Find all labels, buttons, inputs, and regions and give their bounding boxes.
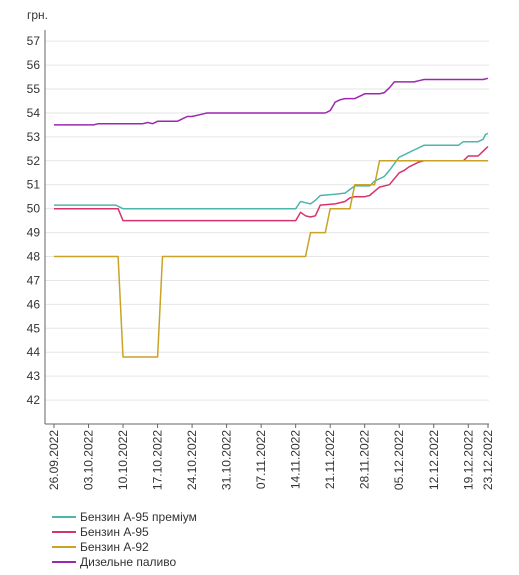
y-axis-labels: 42 43 44 45 46 47 48 49 50 51 52 53 54 55 56 57 — [27, 34, 41, 407]
x-tick-label: 31.10.2022 — [220, 430, 234, 490]
legend-label-a92: Бензин А-92 — [80, 539, 149, 554]
x-tick-label: 21.11.2022 — [323, 430, 337, 489]
x-tick-label: 03.10.2022 — [82, 430, 96, 490]
x-tick-label: 19.12.2022 — [461, 430, 475, 490]
chart-axes — [44, 30, 489, 425]
legend-item-a92[interactable]: Бензин А-92 — [52, 539, 197, 554]
line-chart: грн. 42 43 44 45 46 47 48 49 50 51 52 53 54 55 56 57 26… — [27, 8, 495, 490]
x-axis-labels: 26.09.2022 03.10.2022 10.10.2022 17.10.2022… — [47, 424, 495, 490]
y-tick-label: 47 — [27, 273, 41, 287]
legend-item-diesel[interactable]: Дизельне паливо — [52, 554, 197, 569]
chart-legend: Бензин А-95 преміум Бензин А-95 Бензин А… — [52, 509, 197, 569]
y-tick-label: 52 — [27, 154, 41, 168]
x-tick-label: 07.11.2022 — [254, 430, 268, 489]
x-tick-label: 17.10.2022 — [151, 430, 165, 490]
x-tick-label: 24.10.2022 — [185, 430, 199, 490]
y-tick-label: 57 — [27, 34, 41, 48]
x-tick-label: 26.09.2022 — [47, 430, 61, 490]
x-tick-label: 10.10.2022 — [116, 430, 130, 490]
series-line-diesel — [54, 77, 489, 126]
x-tick-label: 23.12.2022 — [481, 430, 495, 490]
series-line-a95 — [54, 145, 489, 222]
y-tick-label: 51 — [27, 178, 41, 192]
series-line-a95-premium — [54, 132, 489, 210]
legend-item-a95[interactable]: Бензин А-95 — [52, 524, 197, 539]
y-unit-label: грн. — [27, 8, 48, 22]
y-tick-label: 50 — [27, 202, 41, 216]
legend-swatch-diesel — [52, 560, 76, 563]
y-tick-label: 54 — [27, 106, 41, 120]
y-tick-label: 42 — [27, 393, 41, 407]
y-tick-label: 46 — [27, 297, 41, 311]
chart-series — [54, 77, 489, 358]
y-tick-label: 55 — [27, 82, 41, 96]
legend-swatch-a95 — [52, 530, 76, 533]
legend-label-a95: Бензин А-95 — [80, 524, 149, 539]
legend-label-diesel: Дизельне паливо — [80, 554, 177, 569]
x-tick-label: 05.12.2022 — [392, 430, 406, 490]
x-tick-label: 14.11.2022 — [289, 430, 303, 489]
legend-label-a95-premium: Бензин А-95 преміум — [80, 509, 197, 524]
legend-swatch-a92 — [52, 545, 76, 548]
y-tick-label: 48 — [27, 250, 41, 264]
y-tick-label: 53 — [27, 130, 41, 144]
y-tick-label: 44 — [27, 345, 41, 359]
y-tick-label: 43 — [27, 369, 41, 383]
legend-swatch-a95-premium — [52, 515, 76, 518]
x-tick-label: 12.12.2022 — [427, 430, 441, 490]
series-line-a92 — [54, 160, 488, 358]
x-tick-label: 28.11.2022 — [358, 430, 372, 489]
y-tick-label: 49 — [27, 226, 41, 240]
y-tick-label: 56 — [27, 58, 41, 72]
y-tick-label: 45 — [27, 321, 41, 335]
legend-item-a95-premium[interactable]: Бензин А-95 преміум — [52, 509, 197, 524]
